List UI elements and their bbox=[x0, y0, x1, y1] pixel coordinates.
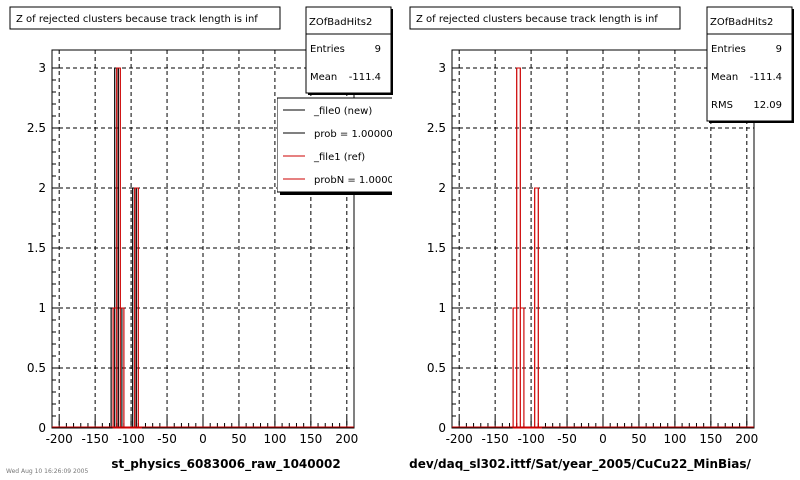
histogram-bin bbox=[119, 307, 125, 429]
x-tick-label: -150 bbox=[82, 432, 109, 446]
x-tick-label: 100 bbox=[663, 432, 686, 446]
stats-box bbox=[305, 6, 392, 94]
histogram-bin bbox=[116, 67, 121, 429]
legend-entry-label: probN = 1.000000 bbox=[314, 175, 407, 186]
x-tick-label: 50 bbox=[631, 432, 646, 446]
stats-box-name: ZOfBadHits2 bbox=[710, 17, 773, 28]
stats-row-value: -111.4 bbox=[750, 72, 782, 83]
y-tick-label: 1.5 bbox=[427, 241, 446, 255]
stats-row-value: 9 bbox=[375, 44, 381, 55]
stats-row-value: 9 bbox=[776, 44, 782, 55]
chart-title: Z of rejected clusters because track len… bbox=[16, 14, 258, 25]
x-tick-label: 150 bbox=[299, 432, 322, 446]
histogram-bin bbox=[519, 307, 525, 429]
x-tick-label: -200 bbox=[446, 432, 473, 446]
histogram-bin bbox=[516, 67, 521, 429]
x-tick-label: 100 bbox=[263, 432, 286, 446]
legend-entry-label: _file0 (new) bbox=[313, 106, 372, 117]
x-tick-label: 200 bbox=[735, 432, 758, 446]
x-tick-label: -200 bbox=[46, 432, 73, 446]
legend-box bbox=[277, 97, 392, 193]
stats-row-label: Entries bbox=[310, 44, 345, 55]
y-tick-label: 1 bbox=[438, 301, 446, 315]
title-box bbox=[409, 6, 681, 30]
legend-entry-label: prob = 1.000000 bbox=[314, 129, 399, 140]
y-tick-label: 0.5 bbox=[427, 361, 446, 375]
stats-row-label: Mean bbox=[711, 72, 738, 83]
y-tick-label: 1.5 bbox=[27, 241, 46, 255]
x-tick-label: -100 bbox=[117, 432, 144, 446]
x-tick-label: -100 bbox=[517, 432, 544, 446]
footnote-timestamp: Wed Aug 10 16:26:09 2005 bbox=[6, 468, 88, 475]
stats-row-value: -111.4 bbox=[349, 72, 381, 83]
x-tick-label: -50 bbox=[157, 432, 177, 446]
x-tick-label: 0 bbox=[199, 432, 207, 446]
y-tick-label: 0 bbox=[438, 421, 446, 435]
chart-left: -200 -150 -100 -50 0 50 100 150 200 0 0.5 1 1.5 2 2.5 3… bbox=[6, 6, 407, 475]
y-tick-label: 2.5 bbox=[27, 121, 46, 135]
y-tick-label: 0.5 bbox=[27, 361, 46, 375]
y-tick-label: 2.5 bbox=[427, 121, 446, 135]
stats-row-label: Mean bbox=[310, 72, 337, 83]
stats-row-label: Entries bbox=[711, 44, 746, 55]
stats-box-name: ZOfBadHits2 bbox=[309, 17, 372, 28]
chart-title: Z of rejected clusters because track len… bbox=[416, 14, 658, 25]
y-tick-label: 3 bbox=[38, 61, 46, 75]
y-tick-label: 1 bbox=[38, 301, 46, 315]
x-tick-label: 50 bbox=[231, 432, 246, 446]
x-tick-label: -150 bbox=[482, 432, 509, 446]
histogram-bin bbox=[534, 187, 539, 429]
x-axis-label: dev/daq_sl302.ittf/Sat/year_2005/CuCu22_… bbox=[409, 457, 751, 472]
stats-row-value: 12.09 bbox=[753, 100, 782, 111]
stats-row-label: RMS bbox=[711, 100, 733, 111]
x-axis-label: st_physics_6083006_raw_1040002 bbox=[111, 457, 340, 472]
histogram-bin bbox=[134, 187, 139, 429]
x-tick-label: 150 bbox=[699, 432, 722, 446]
y-tick-label: 0 bbox=[38, 421, 46, 435]
x-tick-label: -50 bbox=[557, 432, 577, 446]
stats-box bbox=[706, 6, 793, 122]
chart-right: -200 -150 -100 -50 0 50 100 150 200 0 0.5 1 1.5 2 2.5 3… bbox=[409, 6, 794, 472]
legend: _file0 (new) prob = 1.000000 _file1 (ref) p… bbox=[277, 97, 407, 195]
title-box bbox=[9, 6, 281, 30]
legend-entry-label: _file1 (ref) bbox=[313, 152, 365, 163]
y-tick-label: 3 bbox=[438, 61, 446, 75]
x-tick-label: 200 bbox=[335, 432, 358, 446]
y-tick-label: 2 bbox=[438, 181, 446, 195]
x-tick-label: 0 bbox=[599, 432, 607, 446]
y-tick-label: 2 bbox=[38, 181, 46, 195]
